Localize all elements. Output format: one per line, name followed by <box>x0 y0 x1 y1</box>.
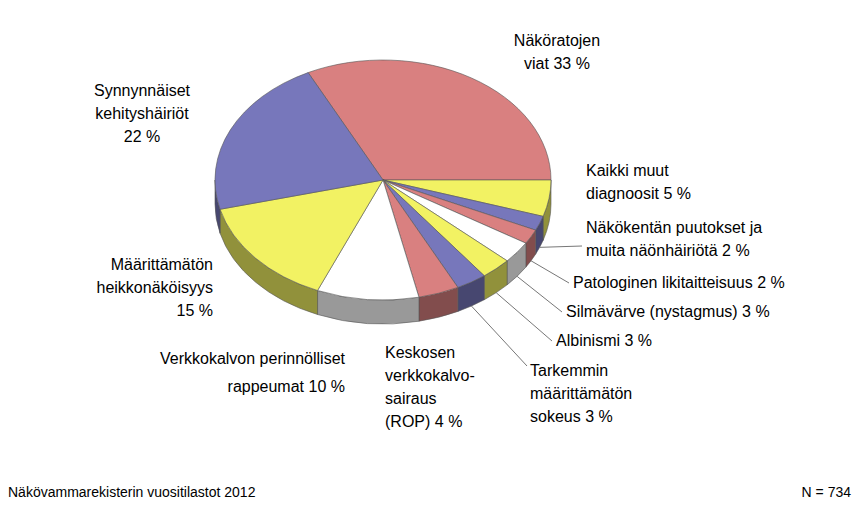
category-text: Silmävärve (nystagmus) <box>566 303 738 320</box>
category-text: muita näönhäiriötä <box>586 242 718 259</box>
slice-label: viat33 % <box>524 55 590 72</box>
value-label: 10 % <box>309 378 345 395</box>
slice-label: Silmävärve (nystagmus)3 % <box>566 303 770 320</box>
value-label: 2 % <box>757 274 785 291</box>
slice-label: määrittämätön <box>530 385 632 402</box>
leader-line <box>517 276 562 312</box>
category-text: rappeumat <box>228 378 305 395</box>
value-label: 15 % <box>177 302 213 319</box>
leader-line <box>496 293 552 341</box>
category-text: Määrittämätön <box>111 256 213 273</box>
category-text: sokeus <box>530 408 581 425</box>
category-text: Verkkokalvon perinnölliset <box>160 350 346 367</box>
value-label: 5 % <box>663 185 691 202</box>
category-text: heikkonäköisyys <box>97 279 214 296</box>
category-text: Keskosen <box>385 344 455 361</box>
slice-label: Patologinen likitaitteisuus2 % <box>573 274 785 291</box>
slice-label: 22 % <box>124 128 160 145</box>
slice-label: Tarkemmin <box>530 362 608 379</box>
slice <box>215 73 383 210</box>
leader-line <box>540 246 582 247</box>
slice-label: kehityshäiriöt <box>95 105 189 122</box>
category-text: diagnoosit <box>586 185 660 202</box>
slice-label: Näköratojen <box>514 32 600 49</box>
value-label: 3 % <box>624 332 652 349</box>
slice-label: heikkonäköisyys <box>97 279 214 296</box>
chart-container: Näköratojen viat33 % Kaikki muut diagnoosit… <box>0 0 865 508</box>
category-text: Patologinen likitaitteisuus <box>573 274 753 291</box>
slice-label: rappeumat10 % <box>228 378 345 395</box>
slice-label: Synnynnäiset <box>94 82 191 99</box>
slice-label: sokeus3 % <box>530 408 613 425</box>
category-text: Kaikki muut <box>586 162 669 179</box>
category-text: kehityshäiriöt <box>95 105 189 122</box>
slice-label: 15 % <box>177 302 213 319</box>
annotation: Näkövammarekisterin vuositilastot 2012 <box>8 484 256 500</box>
slice-label: verkkokalvo- <box>385 367 475 384</box>
category-text: Tarkemmin <box>530 362 608 379</box>
slice-label: Määrittämätön <box>111 256 213 273</box>
slice-label: Verkkokalvon perinnölliset <box>160 350 346 367</box>
pie-sides <box>215 180 551 324</box>
slice-label: sairaus <box>385 390 437 407</box>
leader-line <box>531 261 569 283</box>
annotation: N = 734 <box>802 484 852 500</box>
category-text: määrittämätön <box>530 385 632 402</box>
value-label: 33 % <box>553 55 589 72</box>
category-text: verkkokalvo- <box>385 367 475 384</box>
slice-label: Kaikki muut <box>586 162 669 179</box>
category-text: viat <box>524 55 549 72</box>
category-text: (ROP) <box>385 413 430 430</box>
value-label: 4 % <box>435 413 463 430</box>
category-text: Näkökentän puutokset ja <box>586 219 762 236</box>
value-label: 3 % <box>585 408 613 425</box>
category-text: Albinismi <box>556 332 620 349</box>
category-text: sairaus <box>385 390 437 407</box>
slice-label: Näkökentän puutokset ja <box>586 219 762 236</box>
value-label: 22 % <box>124 128 160 145</box>
category-text: Synnynnäiset <box>94 82 191 99</box>
slice-label: diagnoosit5 % <box>586 185 691 202</box>
category-text: Näköratojen <box>514 32 600 49</box>
labels: Näköratojen viat33 % Kaikki muut diagnoosit… <box>94 32 785 430</box>
slice-label: Albinismi3 % <box>556 332 652 349</box>
slice-label: muita näönhäiriötä2 % <box>586 242 750 259</box>
slice-label: (ROP) 4 % <box>385 413 462 430</box>
value-label: 2 % <box>722 242 750 259</box>
leader-line <box>471 306 527 366</box>
value-label: 3 % <box>742 303 770 320</box>
slice-label: Keskosen <box>385 344 455 361</box>
pie-chart: Näköratojen viat33 % Kaikki muut diagnoosit… <box>0 0 865 508</box>
pie-slices <box>215 60 551 300</box>
